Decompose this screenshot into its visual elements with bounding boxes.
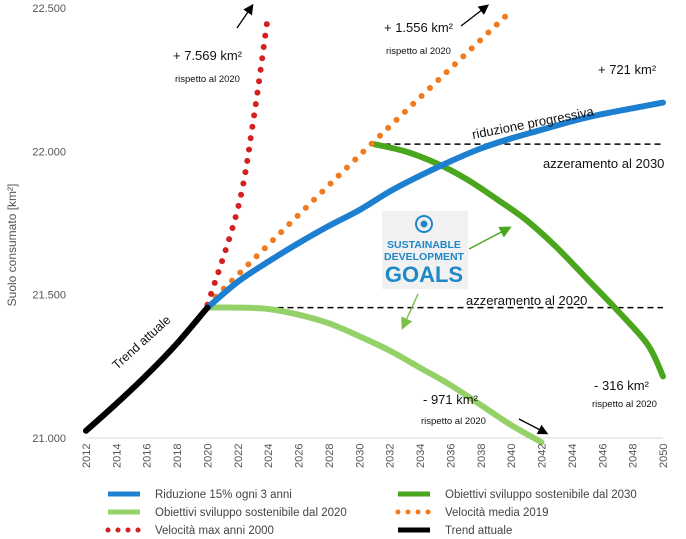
x-tick-label: 2046	[597, 444, 609, 468]
legend-label-orange: Velocità media 2019	[445, 507, 549, 519]
x-tick-label: 2032	[385, 444, 397, 468]
series-red-line	[204, 10, 272, 308]
sdg-line2: DEVELOPMENT	[384, 251, 465, 263]
x-tick-label: 2028	[324, 444, 336, 468]
orange-arrow	[460, 4, 490, 27]
x-tick-label: 2050	[658, 444, 670, 468]
x-tick-label: 2024	[263, 444, 275, 468]
series-green_light-line	[204, 304, 545, 446]
series-blue-line	[204, 99, 666, 311]
red-sub-label: rispetto al 2020	[175, 74, 240, 85]
green-light-delta-label: - 971 km²	[423, 392, 479, 407]
x-tick-label: 2012	[81, 444, 93, 468]
series-black-line	[83, 304, 211, 434]
y-axis: 21.000 21.500 22.000 22.500	[32, 3, 66, 445]
series-green_dark-line	[371, 141, 666, 380]
sdg-line1: SUSTAINABLE	[387, 239, 461, 251]
x-tick-label: 2030	[354, 444, 366, 468]
x-tick-label: 2026	[294, 444, 306, 468]
x-tick-label: 2020	[202, 444, 214, 468]
sdg-line3: GOALS	[385, 262, 463, 287]
y-tick-label: 21.500	[32, 290, 66, 302]
legend-label-green_light: Obiettivi sviluppo sostenibile dal 2020	[155, 507, 347, 519]
y-axis-label: Suolo consumato [km²]	[5, 184, 19, 307]
x-tick-label: 2018	[172, 444, 184, 468]
x-tick-label: 2048	[628, 444, 640, 468]
ref-2030-label: azzeramento al 2030	[543, 156, 664, 171]
sdg-arrow-2020	[401, 293, 419, 330]
legend: Riduzione 15% ogni 3 anni Obiettivi svilu…	[105, 489, 637, 537]
trend-label: Trend attuale	[110, 313, 174, 372]
x-tick-label: 2016	[142, 444, 154, 468]
x-tick-label: 2042	[537, 444, 549, 468]
x-tick-label: 2044	[567, 444, 579, 468]
red-delta-label: + 7.569 km²	[173, 48, 243, 63]
legend-label-red: Velocità max anni 2000	[155, 525, 274, 537]
legend-label-black: Trend attuale	[445, 525, 512, 537]
series-lines	[83, 7, 666, 446]
y-tick-label: 21.000	[32, 433, 66, 445]
orange-sub-label: rispetto al 2020	[386, 46, 451, 57]
un-globe-icon	[415, 215, 433, 233]
sdg-arrow-2030	[468, 226, 512, 250]
orange-delta-label: + 1.556 km²	[384, 20, 454, 35]
x-axis: 2012 2014 2016 2018 2020 2022 2024 2026 2028 2030…	[81, 444, 670, 468]
green-light-sub-label: rispetto al 2020	[421, 416, 486, 427]
reference-lines	[207, 143, 663, 309]
x-tick-label: 2040	[506, 444, 518, 468]
green-dark-sub-label: rispetto al 2020	[592, 399, 657, 410]
un-globe-center	[420, 220, 428, 228]
legend-label-blue: Riduzione 15% ogni 3 anni	[155, 489, 292, 501]
x-tick-label: 2014	[111, 444, 123, 468]
x-tick-label: 2022	[233, 444, 245, 468]
green-dark-delta-label: - 316 km²	[594, 378, 650, 393]
x-tick-label: 2038	[476, 444, 488, 468]
x-tick-label: 2034	[415, 444, 427, 468]
blue-delta-label: + 721 km²	[598, 62, 657, 77]
sdg-logo: SUSTAINABLE DEVELOPMENT GOALS	[382, 211, 468, 289]
y-tick-label: 22.500	[32, 3, 66, 15]
x-tick-label: 2036	[445, 444, 457, 468]
legend-label-green_dark: Obiettivi sviluppo sostenibile dal 2030	[445, 489, 637, 501]
red-arrow	[236, 3, 254, 29]
y-tick-label: 22.000	[32, 146, 66, 158]
light-green-arrow	[518, 418, 549, 435]
ref-2020-label: azzeramento al 2020	[466, 293, 587, 308]
